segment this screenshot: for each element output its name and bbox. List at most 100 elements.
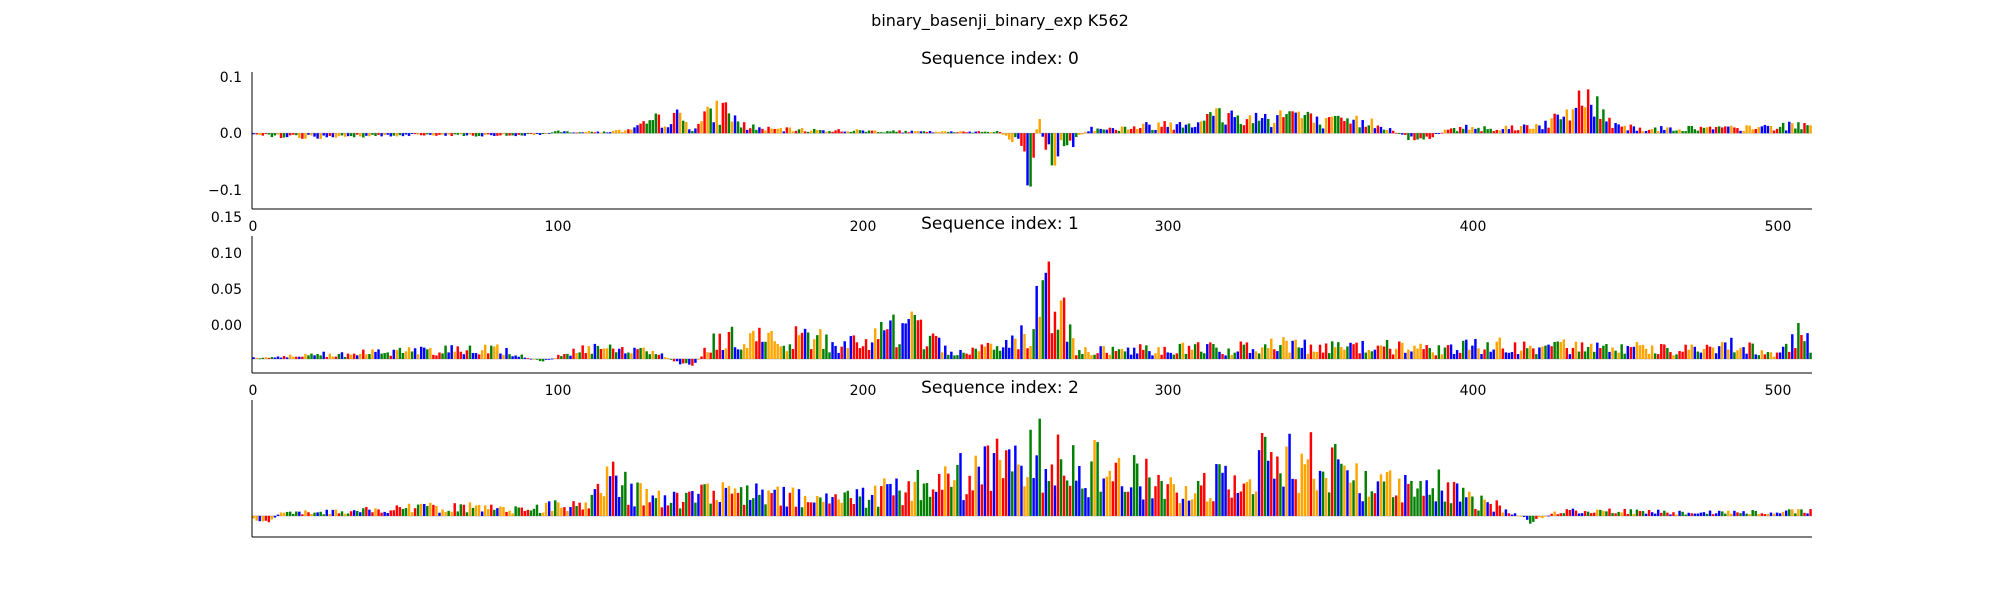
logo-letter [989,490,993,516]
logo-letter [816,496,819,516]
logo-letter [1291,111,1294,134]
logo-letter [1522,341,1526,359]
logo-letter [1343,465,1346,516]
logo-letter [319,511,322,516]
logo-letter [465,512,469,516]
logo-letter [1809,352,1812,359]
logo-letter [636,482,639,516]
logo-letter [1224,124,1227,134]
logo-letter [1382,346,1386,359]
logo-letter [575,506,578,516]
logo-letter [1139,344,1142,359]
logo-letter [1513,342,1517,359]
logo-letter [1270,338,1273,359]
logo-letter [940,489,944,516]
logo-letter [1014,445,1017,516]
logo-letter [1337,342,1340,359]
logo-letter [977,351,981,359]
panel-1-xtick-label: 500 [1765,383,1792,399]
logo-letter [1684,131,1687,134]
logo-letter [657,354,661,359]
logo-letter [913,314,917,359]
logo-letter [398,507,402,516]
logo-letter [581,345,584,359]
logo-letter [541,133,545,135]
logo-letter [1257,450,1261,516]
logo-letter [645,488,648,516]
logo-letter [752,124,755,134]
logo-letter [1803,512,1806,516]
logo-letter [864,507,868,516]
logo-letter [1477,510,1480,516]
logo-letter [813,502,816,516]
logo-letter [523,511,527,516]
logo-letter [316,512,319,516]
logo-letter [1663,510,1666,516]
logo-letter [1794,513,1797,516]
logo-letter [1175,492,1179,516]
logo-letter [1355,463,1358,516]
logo-letter [1748,342,1751,359]
logo-letter [761,341,764,359]
logo-letter [1550,346,1553,359]
logo-letter [1282,117,1285,134]
logo-letter [1285,446,1288,516]
logo-letter [508,354,511,359]
logo-letter [1742,511,1745,516]
logo-letter [1340,463,1343,516]
logo-letter [1026,348,1029,359]
logo-letter [1757,514,1761,516]
logo-letter [727,331,731,359]
logo-letter [255,357,258,359]
logo-letter [1035,129,1038,134]
logo-letter [285,511,289,516]
logo-letter [913,481,917,516]
logo-letter [1693,513,1697,516]
logo-letter [1711,514,1715,516]
logo-letter [569,355,572,359]
logo-letter [337,513,341,516]
logo-letter [901,132,904,134]
logo-letter [1376,481,1380,516]
logo-letter [1166,484,1169,516]
logo-letter [502,354,505,359]
logo-letter [761,489,764,516]
logo-letter [316,353,319,359]
logo-letter [1693,346,1697,359]
logo-letter [1123,126,1127,134]
logo-letter [1230,355,1233,359]
logo-letter [870,495,874,516]
logo-letter [292,356,295,359]
logo-letter [1385,130,1389,134]
logo-letter [1596,96,1599,134]
logo-letter [1803,341,1806,359]
logo-letter [727,486,731,516]
logo-letter [846,348,849,359]
logo-letter [1803,122,1806,134]
logo-letter [1498,505,1502,516]
logo-letter [797,489,801,516]
logo-letter [639,348,642,359]
logo-letter [544,358,548,360]
logo-letter [1593,116,1596,134]
logo-letter [426,506,429,516]
logo-letter [480,133,484,137]
logo-letter [1330,341,1334,359]
logo-letter [1422,495,1425,516]
logo-letter [682,120,685,134]
logo-letter [1401,133,1404,135]
logo-letter [1315,490,1319,516]
logo-letter [968,475,971,516]
logo-letter [471,352,475,359]
logo-letter [319,355,322,359]
logo-letter [581,509,584,516]
logo-letter [1361,340,1364,359]
logo-letter [1769,125,1773,134]
logo-letter [1001,347,1005,359]
logo-letter [1553,511,1556,516]
logo-letter [532,358,536,360]
logo-letter [380,353,383,359]
logo-letter [1556,114,1559,134]
logo-letter [1196,122,1200,134]
logo-letter [1157,347,1160,359]
